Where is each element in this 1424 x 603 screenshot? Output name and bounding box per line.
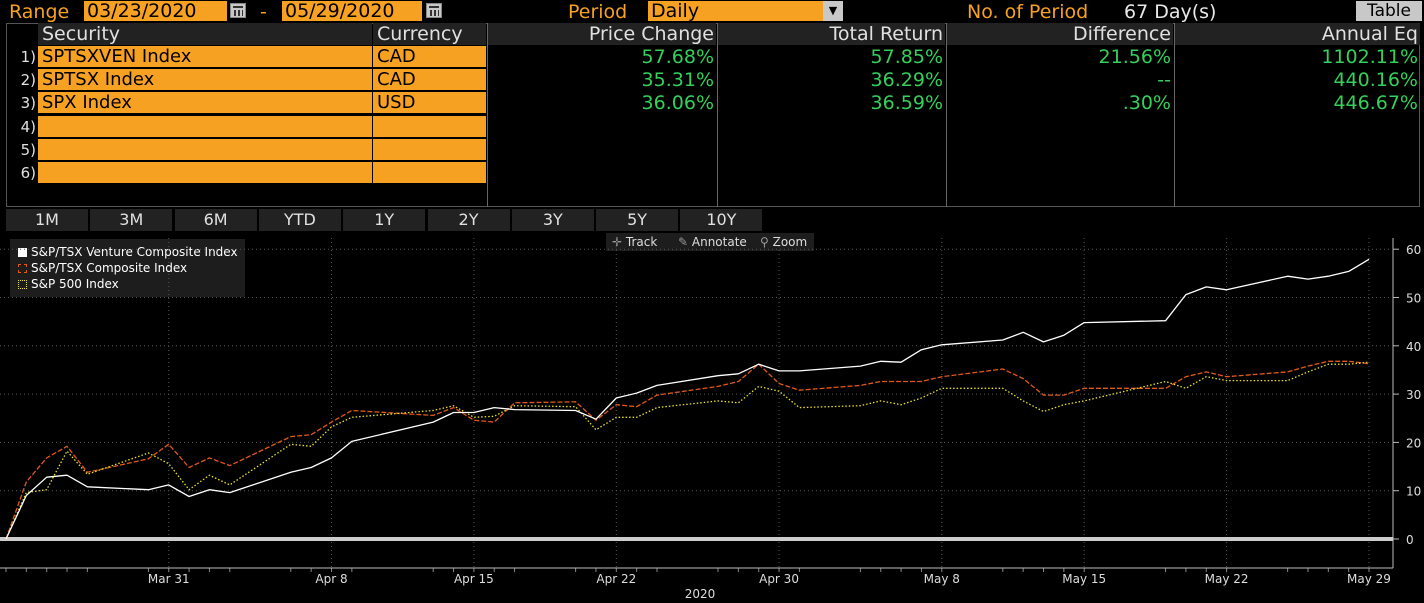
- x-tick-label: Mar 31: [148, 572, 190, 586]
- security-field[interactable]: [38, 138, 372, 161]
- series-line-dotted[interactable]: [5, 361, 1370, 540]
- x-axis-label: 2020: [685, 587, 716, 601]
- row-number: 3): [20, 94, 36, 113]
- legend-label: S&P/TSX Venture Composite Index: [31, 245, 238, 259]
- security-field[interactable]: SPTSX Index: [38, 69, 372, 92]
- total-return-value: 36.29%: [870, 69, 943, 92]
- x-tick-label: May 8: [924, 572, 960, 586]
- range-tab-ytd[interactable]: YTD: [258, 209, 341, 231]
- header-annual-eq[interactable]: Annual Eq: [1175, 23, 1420, 45]
- legend-swatch-sp500: [18, 280, 27, 289]
- range-tab-2y[interactable]: 2Y: [427, 209, 510, 231]
- y-tick-label: 40: [1406, 340, 1421, 354]
- period-label: Period: [568, 1, 628, 23]
- total-return-value: 36.59%: [870, 92, 943, 115]
- annual-eq-value: 1102.11%: [1321, 46, 1418, 68]
- annual-eq-value: 440.16%: [1333, 69, 1418, 92]
- annotate-label: Annotate: [691, 235, 747, 249]
- legend-label: S&P/TSX Composite Index: [31, 261, 188, 275]
- total-return-value: 57.85%: [870, 46, 943, 68]
- range-tab-10y[interactable]: 10Y: [680, 209, 763, 231]
- y-tick-label: 0: [1406, 533, 1414, 547]
- series-line-dashed[interactable]: [5, 360, 1370, 540]
- legend-item[interactable]: S&P/TSX Venture Composite Index: [18, 245, 238, 259]
- x-tick-label: Apr 30: [759, 572, 799, 586]
- chevron-down-icon[interactable]: ▼: [823, 1, 843, 21]
- period-select[interactable]: Daily: [648, 1, 823, 22]
- zoom-label: Zoom: [772, 235, 808, 249]
- range-tab-3y[interactable]: 3Y: [511, 209, 594, 231]
- num-period-value: 67 Day(s): [1124, 1, 1217, 23]
- start-date-field[interactable]: 03/23/2020: [84, 1, 227, 22]
- magnifier-icon: ⚲: [760, 235, 773, 249]
- difference-value: 21.56%: [1098, 46, 1171, 68]
- legend-item[interactable]: S&P 500 Index: [18, 277, 119, 291]
- x-tick-label: May 15: [1062, 572, 1106, 586]
- end-date-field[interactable]: 05/29/2020: [282, 1, 422, 22]
- range-tab-6m[interactable]: 6M: [174, 209, 257, 231]
- legend-swatch-composite: [18, 264, 27, 273]
- range-tab-1m[interactable]: 1M: [6, 209, 88, 231]
- series-line-solid[interactable]: [5, 258, 1370, 540]
- calendar-icon[interactable]: [230, 3, 246, 18]
- header-price-change[interactable]: Price Change: [488, 23, 716, 45]
- crosshair-icon: ✛: [612, 235, 626, 249]
- difference-value: --: [1157, 69, 1171, 92]
- security-field[interactable]: [38, 115, 372, 138]
- range-tab-5y[interactable]: 5Y: [596, 209, 679, 231]
- difference-value: .30%: [1122, 92, 1171, 115]
- table-view-button[interactable]: Table: [1356, 1, 1422, 21]
- chart-legend: S&P/TSX Venture Composite Index S&P/TSX …: [10, 239, 245, 297]
- header-security[interactable]: Security: [38, 23, 372, 45]
- calendar-icon[interactable]: [426, 3, 442, 18]
- row-number: 4): [20, 117, 36, 136]
- currency-field[interactable]: [373, 138, 486, 161]
- range-dash: -: [260, 1, 267, 23]
- x-tick-label: May 22: [1205, 572, 1249, 586]
- header-difference[interactable]: Difference: [947, 23, 1173, 45]
- security-field[interactable]: [38, 162, 372, 184]
- x-tick-label: Apr 15: [454, 572, 494, 586]
- header-currency[interactable]: Currency: [373, 23, 486, 45]
- x-tick-label: Apr 8: [315, 572, 347, 586]
- track-tool[interactable]: ✛ Track: [612, 233, 657, 251]
- annotate-tool[interactable]: ✎ Annotate: [678, 233, 747, 251]
- y-tick-label: 60: [1406, 243, 1421, 257]
- currency-field[interactable]: [373, 162, 486, 184]
- zoom-tool[interactable]: ⚲ Zoom: [760, 233, 807, 251]
- price-change-value: 35.31%: [641, 69, 714, 92]
- range-tab-1y[interactable]: 1Y: [343, 209, 426, 231]
- currency-field[interactable]: CAD: [373, 46, 486, 68]
- annual-eq-value: 446.67%: [1333, 92, 1418, 115]
- row-number: 5): [20, 140, 36, 159]
- legend-label: S&P 500 Index: [31, 277, 119, 291]
- range-label: Range: [9, 1, 70, 23]
- legend-item[interactable]: S&P/TSX Composite Index: [18, 261, 187, 275]
- row-number: 1): [20, 48, 36, 66]
- y-tick-label: 10: [1406, 485, 1421, 499]
- chart-toolbar: ✛ Track ✎ Annotate ⚲ Zoom: [606, 233, 814, 251]
- currency-field[interactable]: USD: [373, 92, 486, 115]
- currency-field[interactable]: [373, 115, 486, 138]
- pencil-icon: ✎: [678, 235, 692, 249]
- row-number: 2): [20, 71, 36, 90]
- num-period-label: No. of Period: [967, 1, 1089, 23]
- x-tick-label: May 29: [1347, 572, 1391, 586]
- track-label: Track: [625, 235, 658, 249]
- price-change-value: 57.68%: [641, 46, 714, 68]
- price-change-value: 36.06%: [641, 92, 714, 115]
- security-field[interactable]: SPX Index: [38, 92, 372, 115]
- x-tick-label: Apr 22: [596, 572, 636, 586]
- y-tick-label: 20: [1406, 436, 1421, 450]
- y-tick-label: 30: [1406, 388, 1421, 402]
- legend-swatch-venture: [18, 248, 27, 257]
- range-tab-3m[interactable]: 3M: [90, 209, 173, 231]
- security-field[interactable]: SPTSXVEN Index: [38, 46, 372, 68]
- header-total-return[interactable]: Total Return: [718, 23, 945, 45]
- y-tick-label: 50: [1406, 292, 1421, 306]
- row-number: 6): [20, 164, 36, 182]
- currency-field[interactable]: CAD: [373, 69, 486, 92]
